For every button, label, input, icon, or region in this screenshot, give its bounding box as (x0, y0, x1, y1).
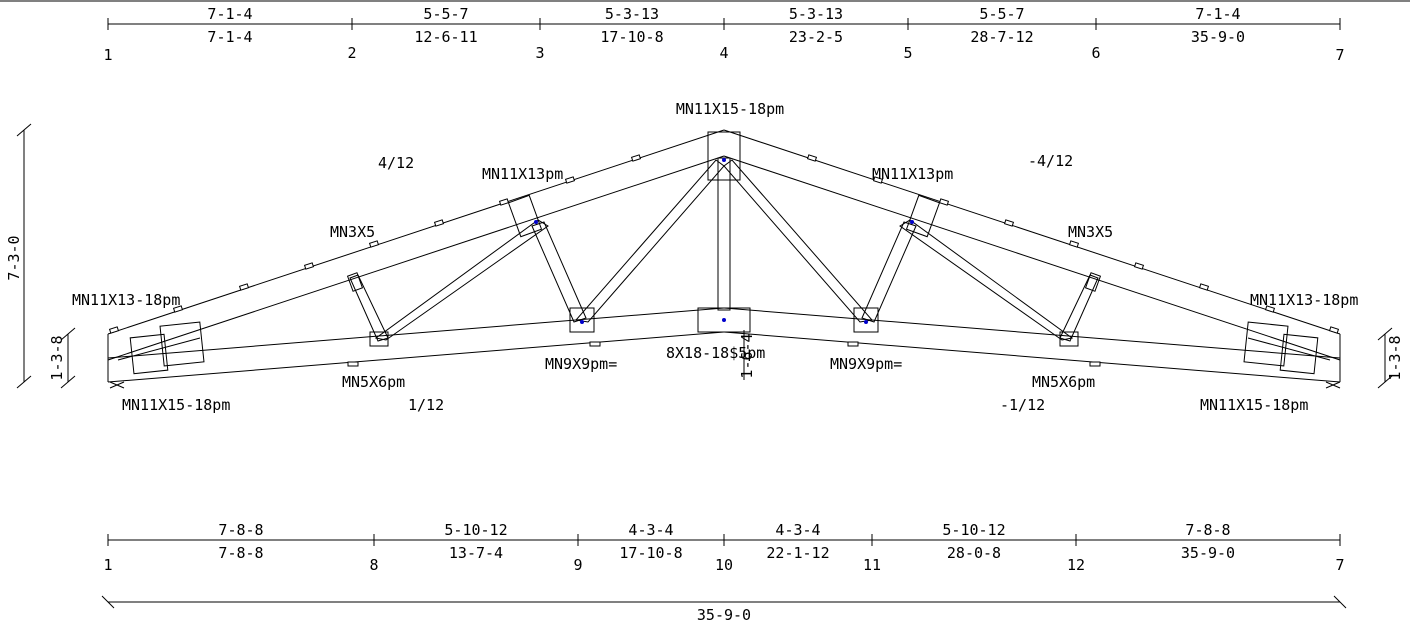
bottom-joint-number: 11 (863, 556, 881, 574)
plate-label-top-right-panel: MN11X13pm (872, 165, 953, 183)
top-joint-numbers: 1 2 3 4 5 6 7 (103, 44, 1344, 64)
bottom-joint-number: 1 (103, 556, 112, 574)
right-heel-dimension: 1-3-8 (1378, 328, 1404, 388)
chord-hatch-marks (110, 155, 1339, 366)
bottom-segment-label: 5-10-12 (942, 521, 1005, 539)
plate-label-top-left-panel: MN11X13pm (482, 165, 563, 183)
bottom-segment-label: 5-10-12 (444, 521, 507, 539)
web-members (350, 158, 1098, 341)
plate-label-right-heel-upper: MN11X13-18pm (1250, 291, 1358, 309)
top-cumulative-label: 35-9-0 (1191, 28, 1245, 46)
top-joint-number: 2 (347, 44, 356, 62)
left-height-dimension: 7-3-0 (5, 124, 31, 388)
top-segment-label: 5-5-7 (423, 5, 468, 23)
top-segment-label: 7-1-4 (1195, 5, 1240, 23)
top-joint-number: 7 (1335, 46, 1344, 64)
top-segment-label: 5-3-13 (789, 5, 843, 23)
plate-label-left-web-top: MN3X5 (330, 223, 375, 241)
top-cumulative-label: 12-6-11 (414, 28, 477, 46)
plate-left-panel (509, 195, 542, 236)
web-left-3 (532, 222, 586, 322)
plate-label-right-bottom-mid: MN9X9pm= (830, 355, 902, 373)
top-joint-number: 3 (535, 44, 544, 62)
top-joint-number: 4 (719, 44, 728, 62)
plate-right-panel (907, 195, 940, 236)
bottom-cumulative-label: 22-1-12 (766, 544, 829, 562)
top-joint-number: 6 (1091, 44, 1100, 62)
pitch-bottom-left: 1/12 (408, 396, 444, 414)
pitch-bottom-right: -1/12 (1000, 396, 1045, 414)
bottom-segment-label: 7-8-8 (1185, 521, 1230, 539)
top-joint-number: 1 (103, 46, 112, 64)
bottom-dimension-line (108, 534, 1340, 546)
web-right-1 (1060, 275, 1098, 341)
top-cumulative-label: 28-7-12 (970, 28, 1033, 46)
plate-label-right-bottom-web: MN5X6pm (1032, 373, 1095, 391)
web-left-2 (376, 220, 548, 340)
web-center (718, 158, 730, 310)
plate-label-right-heel-lower: MN11X15-18pm (1200, 396, 1308, 414)
plate-label-right-web-top: MN3X5 (1068, 223, 1113, 241)
bottom-joint-numbers: 1 8 9 10 11 12 7 (103, 556, 1344, 574)
top-dimension-line (108, 18, 1340, 30)
bottom-cumulative-label: 28-0-8 (947, 544, 1001, 562)
plate-label-center-bottom: 8X18-18$5pm (666, 344, 765, 362)
plate-label-left-bottom-mid: MN9X9pm= (545, 355, 617, 373)
overall-span-dimension: 35-9-0 (102, 596, 1346, 624)
bottom-joint-number: 9 (573, 556, 582, 574)
node-markers (534, 158, 914, 324)
bottom-joint-number: 12 (1067, 556, 1085, 574)
web-right-3 (862, 222, 916, 322)
pitch-top-left: 4/12 (378, 154, 414, 172)
plate-label-left-heel-lower: MN11X15-18pm (122, 396, 230, 414)
bottom-joint-number: 8 (369, 556, 378, 574)
web-left-4 (576, 160, 724, 322)
bottom-cumulative-label: 7-8-8 (218, 544, 263, 562)
left-height-label: 7-3-0 (5, 235, 23, 280)
bottom-joint-number: 7 (1335, 556, 1344, 574)
left-heel-label: 1-3-8 (48, 335, 66, 380)
bottom-cumulative-label: 17-10-8 (619, 544, 682, 562)
top-cumulative-label: 23-2-5 (789, 28, 843, 46)
top-segment-label: 5-3-13 (605, 5, 659, 23)
bottom-joint-number: 10 (715, 556, 733, 574)
connector-plates (130, 132, 1318, 374)
web-right-4 (724, 160, 872, 322)
bottom-segment-label: 4-3-4 (628, 521, 673, 539)
top-joint-number: 5 (903, 44, 912, 62)
web-left-1 (350, 275, 388, 341)
top-cumulative-label: 17-10-8 (600, 28, 663, 46)
right-heel-label: 1-3-8 (1386, 335, 1404, 380)
bottom-cumulative-label: 35-9-0 (1181, 544, 1235, 562)
bottom-segment-label: 4-3-4 (775, 521, 820, 539)
plate-label-left-heel-upper: MN11X13-18pm (72, 291, 180, 309)
left-heel-dimension: 1-3-8 (48, 328, 75, 388)
overall-span-label: 35-9-0 (697, 606, 751, 624)
web-right-2 (900, 220, 1072, 340)
bottom-segment-label: 7-8-8 (218, 521, 263, 539)
top-segment-label: 7-1-4 (207, 5, 252, 23)
top-cumulative-label: 7-1-4 (207, 28, 252, 46)
bearing-supports (110, 382, 1340, 388)
top-segment-label: 5-5-7 (979, 5, 1024, 23)
plate-label-left-bottom-web: MN5X6pm (342, 373, 405, 391)
pitch-top-right: -4/12 (1028, 152, 1073, 170)
plate-label-peak: MN11X15-18pm (676, 100, 784, 118)
bottom-cumulative-label: 13-7-4 (449, 544, 503, 562)
